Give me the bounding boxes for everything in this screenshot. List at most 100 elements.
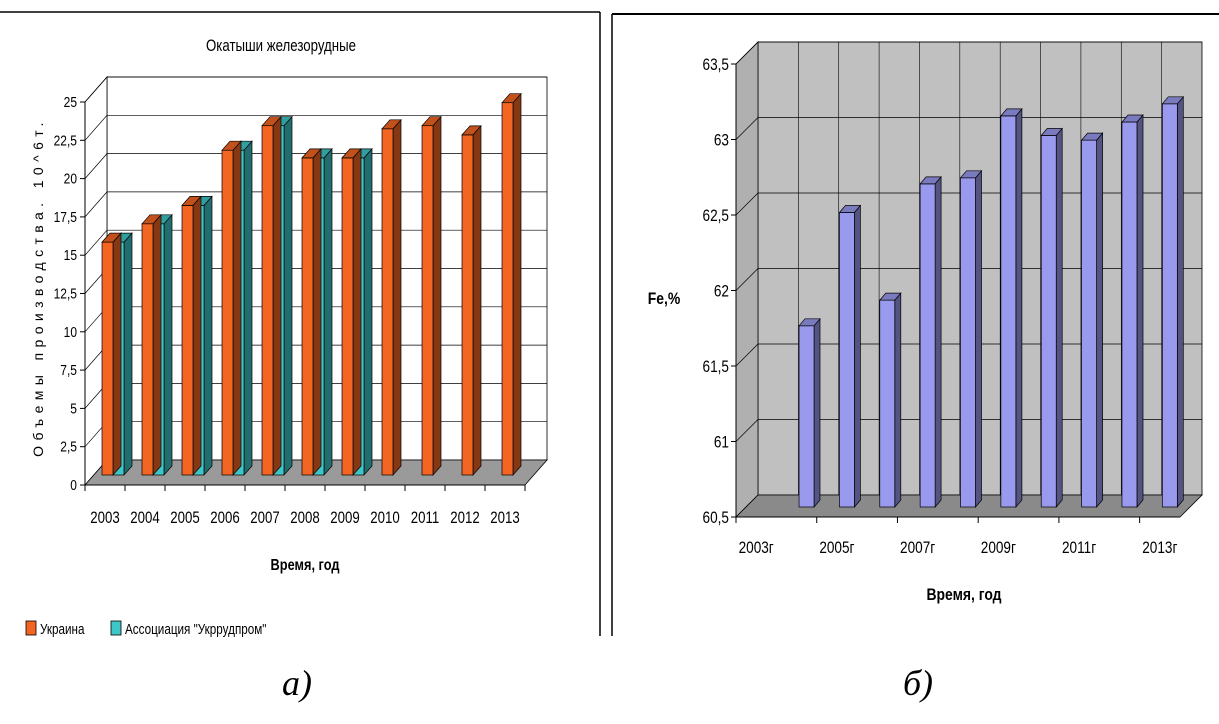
bar-fe-2013г: [1161, 95, 1185, 508]
bar-ukraine-2010: [381, 118, 402, 476]
chart2-y-tick-label: 62,5: [703, 207, 729, 226]
bar-fe-2010г-top: [1040, 128, 1063, 136]
bar-fe-2007г-front: [919, 183, 936, 508]
bar-ukraine-2008-front: [301, 157, 314, 476]
chart1-y-tick-label: 25: [64, 94, 77, 111]
chart1-x-tick-label: 2006: [210, 509, 239, 528]
chart2-x-tick-label: 2007г: [900, 539, 936, 558]
bar-fe-2009г-side: [1015, 107, 1023, 508]
bar-ukraine-2006-side: [232, 140, 242, 476]
caption-b: б): [903, 663, 933, 703]
chart1-x-tick-label: 2005: [170, 509, 199, 528]
bar-fe-2009г-front: [1000, 115, 1017, 508]
bar-ukraine-2005-top: [181, 196, 202, 206]
bar-ukrrudprom-2003-side: [123, 232, 133, 476]
chart2-gridline: [735, 117, 1202, 140]
bar-fe-2007г-side: [934, 175, 942, 508]
bar-ukrrudprom-2008-side: [323, 147, 333, 476]
bar-ukraine-2007-side: [272, 115, 282, 476]
legend-label-ukrrudprom: Ассоциация "Укррудпром": [125, 621, 267, 638]
bar-ukraine-2012: [461, 124, 482, 476]
bar-ukrrudprom-2006-side: [243, 140, 253, 476]
bar-fe-2008г-top: [959, 170, 983, 179]
bar-ukraine-2013-side: [512, 92, 522, 476]
legend-label-ukraine: Украина: [40, 621, 85, 638]
chart1-y-ticks: 0 2,5 5 7,5 10 12,5 15 17,5 20 22,5 25: [54, 94, 85, 493]
chart2-x-ticks: 2003г 2005г 2007г 2009г 2011г 2013г: [735, 517, 1178, 558]
chart1-x-tick-label: 2004: [130, 509, 160, 528]
chart1-x-tick-label: 2012: [450, 509, 479, 528]
bar-fe-2012г: [1121, 114, 1144, 508]
bar-ukraine-2009-side: [352, 147, 362, 476]
left-panel-frame: [0, 11, 601, 636]
bar-fe-2011г-top: [1080, 132, 1104, 141]
bar-ukraine-2004: [141, 213, 162, 476]
bar-fe-2008г: [959, 169, 983, 508]
bar-ukraine-2003: [101, 232, 122, 476]
chart2-y-ticks: 60,5 61 61,5 62 62,5 63 63,5: [703, 56, 736, 528]
bar-ukraine-2011-side: [432, 115, 442, 476]
chart1-x-tick-label: 2003: [90, 509, 119, 528]
chart1-x-axis-label: Время, год: [271, 557, 340, 575]
bar-ukraine-2005-front: [181, 205, 194, 476]
bar-ukraine-2012-top: [461, 125, 482, 136]
bar-fe-2011г-front: [1081, 139, 1097, 508]
legend-swatch-ukrrudprom: [110, 620, 122, 636]
chart1-x-tick-label: 2011: [411, 509, 439, 528]
chart2-gridline: [735, 41, 1202, 65]
chart2-y-tick-label: 61: [714, 433, 729, 452]
chart2-x-tick-label: 2003г: [739, 539, 775, 558]
bar-ukraine-2010-top: [381, 119, 402, 130]
chart1-x-tick-label: 2010: [370, 509, 399, 528]
bar-ukraine-2004-side: [152, 213, 162, 476]
chart1-y-tick-label: 22,5: [54, 132, 77, 149]
bar-ukraine-2011-front: [421, 125, 434, 476]
chart2-y-tick-label: 60,5: [703, 509, 729, 528]
bar-ukraine-2008-side: [312, 147, 322, 476]
bar-fe-2006г-side: [894, 292, 902, 508]
bar-fe-2011г-side: [1096, 132, 1103, 508]
bar-fe-2012г-top: [1121, 114, 1144, 123]
legend-swatch-ukraine: [25, 620, 37, 636]
bar-ukraine-2004-front: [141, 223, 154, 476]
bar-ukraine-2009: [341, 147, 362, 476]
chart1-y-tick-label: 17,5: [54, 209, 77, 226]
bar-fe-2010г-side: [1055, 127, 1063, 508]
bar-ukraine-2009-front: [341, 157, 354, 476]
chart1-x-tick-label: 2009: [330, 509, 359, 528]
bar-ukraine-2006-front: [221, 149, 234, 476]
bar-fe-2004г-front: [798, 325, 815, 508]
chart1-gridline: [84, 76, 547, 103]
chart1-y-axis-label: Объемы производства. 10^6т.: [30, 117, 46, 457]
bar-fe-2004г-top: [798, 318, 821, 327]
chart2-y-tick-label: 63,5: [703, 56, 729, 75]
bar-ukraine-2010-front: [381, 128, 394, 476]
bar-ukraine-2006: [221, 140, 242, 476]
chart1-x-tick-label: 2008: [290, 509, 319, 528]
bar-fe-2004г: [798, 317, 821, 508]
chart1-y-tick-label: 12,5: [54, 285, 77, 302]
chart1-x-tick-label: 2013: [490, 509, 519, 528]
chart2-y-tick-label: 62: [714, 282, 729, 301]
bar-ukrrudprom-2009-side: [363, 147, 373, 476]
bar-ukraine-2003-top: [101, 232, 122, 243]
bar-ukraine-2007: [261, 115, 282, 476]
bar-ukraine-2005: [181, 195, 202, 476]
chart2-y-tick-label: 61,5: [703, 358, 729, 377]
bar-ukraine-2012-front: [461, 134, 474, 476]
bar-ukraine-2009-top: [341, 148, 362, 159]
chart2-y-tick-label: 63: [714, 131, 729, 150]
bar-ukraine-2006-top: [221, 140, 242, 151]
chart1-title: Окатыши железорудные: [206, 37, 356, 56]
bar-ukraine-2008-top: [301, 148, 322, 159]
bar-fe-2005г-top: [838, 205, 862, 213]
bar-fe-2010г: [1040, 127, 1063, 508]
bar-fe-2006г-top: [879, 292, 902, 301]
chart1-y-tick-label: 15: [64, 247, 77, 264]
bar-ukraine-2011-top: [421, 116, 442, 127]
bar-ukraine-2013-top: [501, 93, 522, 104]
chart-fe-content: 60,5 61 61,5 62 62,5 63 63,5 2003г 2005г 2007г 20…: [648, 41, 1203, 604]
bar-fe-2005г: [838, 204, 862, 508]
